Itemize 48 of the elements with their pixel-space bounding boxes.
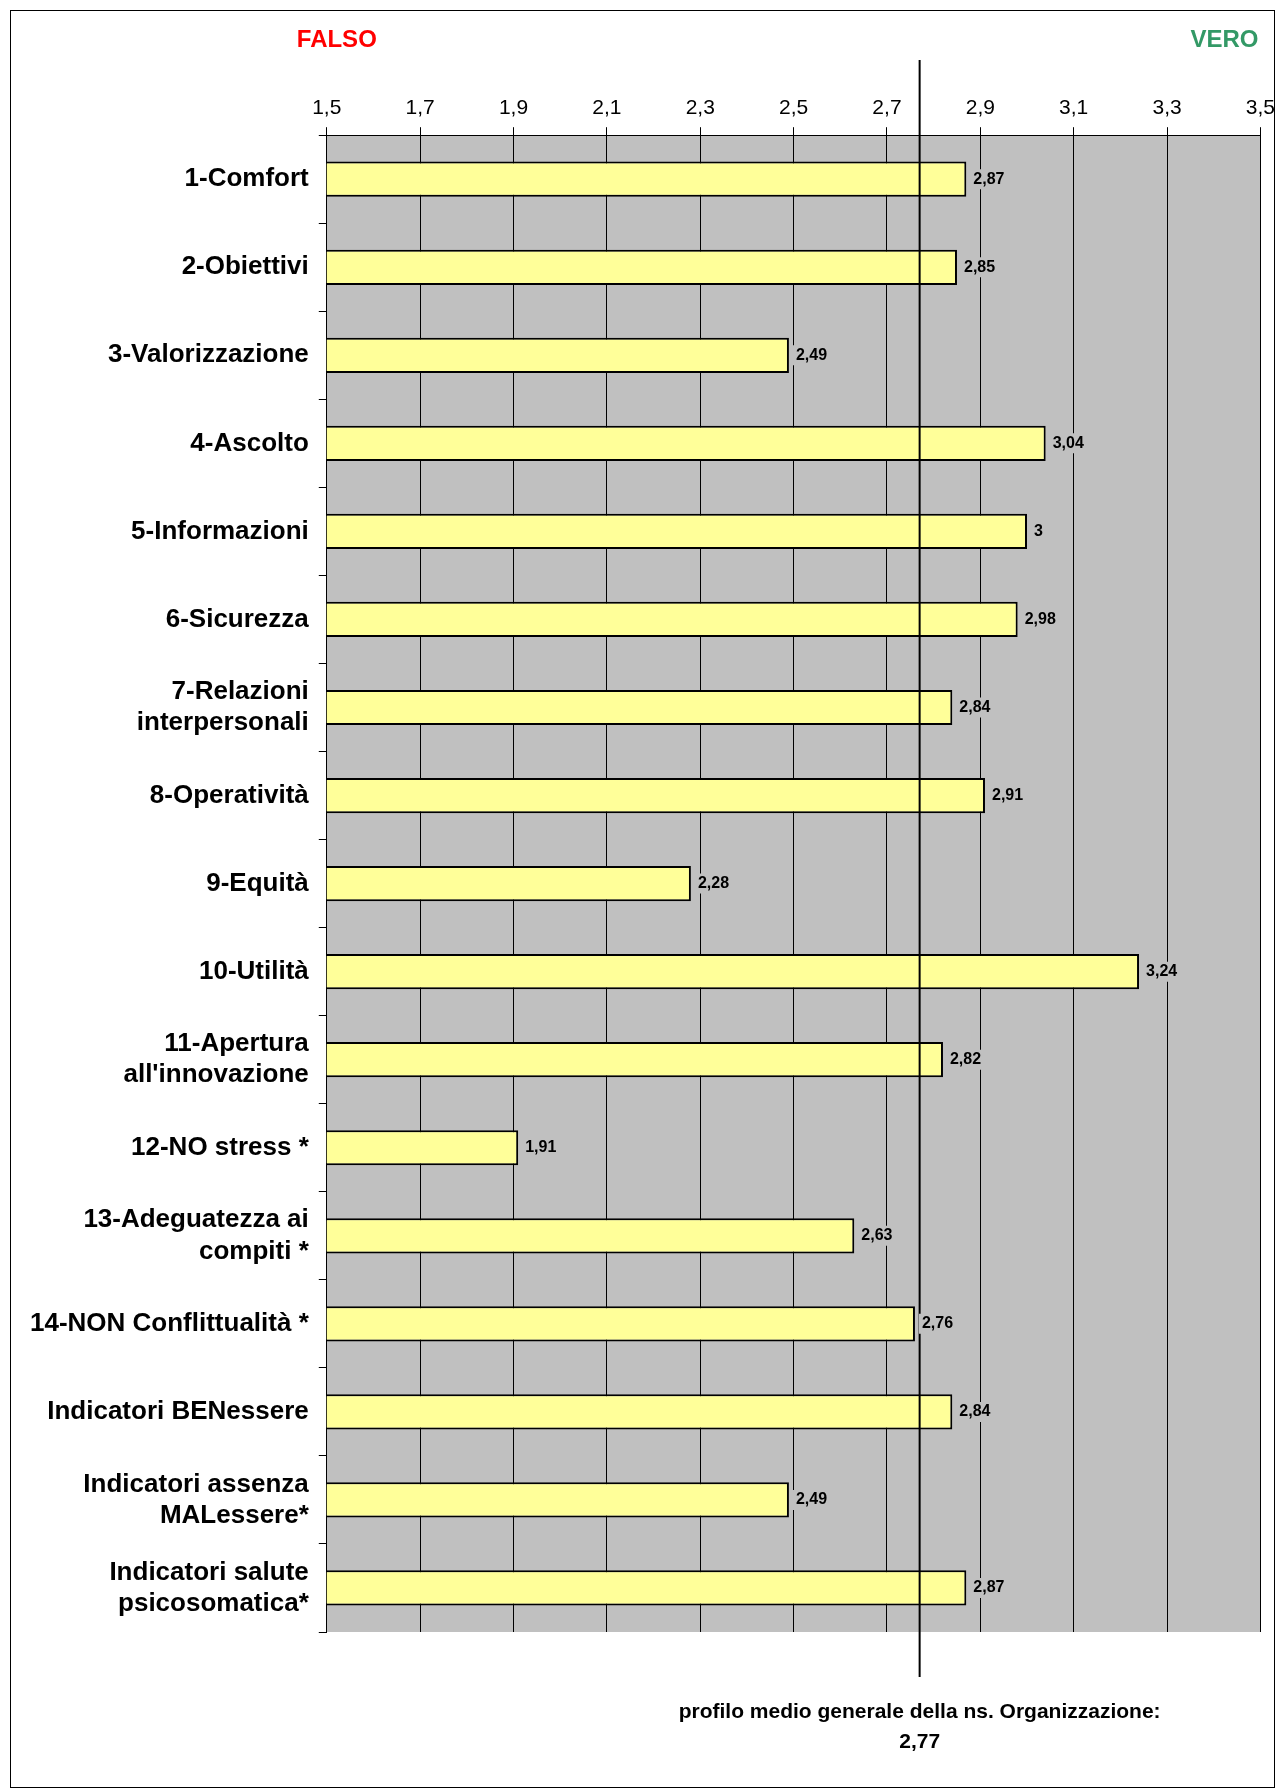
y-tick-label: 11-Apertura all'innovazione	[123, 1027, 310, 1089]
y-tick-label: 1-Comfort	[184, 162, 310, 193]
data-label: 3,04	[1052, 433, 1084, 451]
data-label: 2,84	[959, 697, 991, 715]
y-tick-label: Indicatori assenza MALessere*	[83, 1467, 310, 1529]
x-tick-label: 3,1	[1059, 95, 1089, 119]
data-label: 2,82	[949, 1050, 982, 1068]
data-label: 3	[1034, 521, 1043, 539]
ref-line-label: profilo medio generale della ns. Organizzazione: 2,77	[678, 1699, 1161, 1753]
y-tick-label: 4-Ascolto	[190, 426, 309, 457]
y-tick-label: 7-Relazioni interpersonali	[136, 675, 309, 737]
data-label: 2,49	[795, 1490, 828, 1508]
y-tick-label: 14-NON Conflittualità *	[29, 1307, 310, 1338]
y-tick-label: Indicatori salute psicosomatica*	[109, 1555, 310, 1617]
x-tick-label: 3,5	[1245, 95, 1276, 119]
y-tick-label: Indicatori BENessere	[47, 1395, 309, 1426]
data-label: 2,63	[861, 1226, 893, 1244]
y-tick-label: 12-NO stress *	[131, 1130, 310, 1161]
y-tick-label: 2-Obiettivi	[181, 250, 309, 281]
data-label: 2,85	[963, 257, 996, 275]
x-tick-label: 1,7	[405, 95, 435, 119]
data-label: 2,91	[991, 785, 1024, 803]
x-tick-label: 2,9	[965, 95, 995, 119]
data-label: 3,24	[1146, 962, 1178, 980]
x-tick-label: 2,7	[872, 95, 902, 119]
y-tick-label: 3-Valorizzazione	[107, 338, 309, 369]
x-tick-label: 2,3	[685, 95, 715, 119]
y-tick-label: 9-Equità	[206, 866, 310, 897]
text: VERO	[1190, 24, 1259, 52]
x-tick-label: 2,1	[592, 95, 622, 119]
data-label: 2,49	[795, 345, 828, 363]
data-label: 2,84	[959, 1402, 991, 1420]
x-tick-label: 1,9	[498, 95, 529, 119]
y-tick-label: 10-Utilità	[198, 954, 310, 985]
data-label: 2,76	[921, 1314, 954, 1332]
y-tick-label: 8-Operatività	[149, 778, 310, 809]
x-tick-label: 1,5	[312, 95, 342, 119]
x-tick-label: 2,5	[778, 95, 809, 119]
y-tick-label: 6-Sicurezza	[165, 602, 310, 633]
data-label: 1,91	[525, 1138, 557, 1156]
data-label: 2,87	[973, 169, 1005, 187]
data-label: 2,87	[973, 1578, 1005, 1596]
x-tick-label: 3,3	[1152, 95, 1182, 119]
data-label: 2,28	[697, 874, 730, 892]
data-label: 2,98	[1024, 609, 1056, 627]
y-tick-label: 13-Adeguatezza ai compiti *	[83, 1203, 310, 1265]
text: FALSO	[296, 24, 377, 52]
y-tick-label: 5-Informazioni	[131, 514, 309, 545]
